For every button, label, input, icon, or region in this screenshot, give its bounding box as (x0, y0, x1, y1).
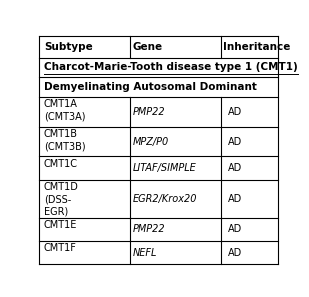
Text: Gene: Gene (133, 42, 163, 52)
Text: PMP22: PMP22 (133, 224, 165, 234)
Text: CMT1D
(DSS-
EGR): CMT1D (DSS- EGR) (44, 182, 79, 217)
Text: CMT1A
(CMT3A): CMT1A (CMT3A) (44, 99, 85, 121)
Text: AD: AD (228, 137, 243, 146)
Text: Charcot-Marie-Tooth disease type 1 (CMT1): Charcot-Marie-Tooth disease type 1 (CMT1… (44, 62, 298, 72)
Text: AD: AD (228, 224, 243, 234)
Text: PMP22: PMP22 (133, 107, 165, 117)
Text: AD: AD (228, 248, 243, 257)
Text: Inheritance: Inheritance (223, 42, 291, 52)
Text: AD: AD (228, 107, 243, 117)
Text: AD: AD (228, 194, 243, 204)
Text: Demyelinating Autosomal Dominant: Demyelinating Autosomal Dominant (44, 82, 257, 92)
Text: LITAF/SIMPLE: LITAF/SIMPLE (133, 163, 196, 173)
Text: CMT1E: CMT1E (44, 220, 77, 230)
Text: NEFL: NEFL (133, 248, 157, 257)
Text: CMT1B
(CMT3B): CMT1B (CMT3B) (44, 129, 86, 151)
Text: CMT1F: CMT1F (44, 243, 77, 253)
Text: MPZ/P0: MPZ/P0 (133, 137, 169, 146)
Text: CMT1C: CMT1C (44, 159, 78, 169)
Text: EGR2/Krox20: EGR2/Krox20 (133, 194, 197, 204)
Text: AD: AD (228, 163, 243, 173)
Text: Subtype: Subtype (44, 42, 93, 52)
